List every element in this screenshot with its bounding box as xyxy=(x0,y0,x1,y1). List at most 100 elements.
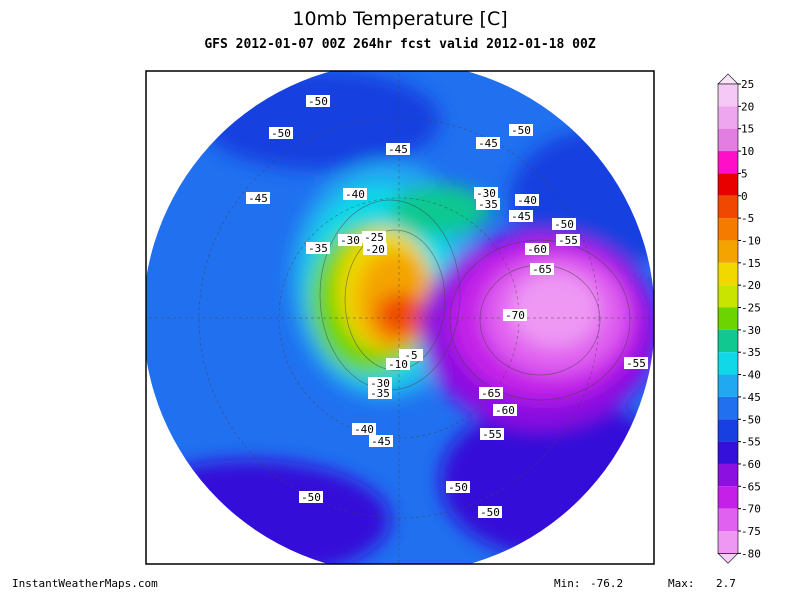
contour-label-box xyxy=(509,124,533,136)
contour-label-box xyxy=(525,243,549,255)
colorbar-band xyxy=(718,173,738,196)
contour-label-box xyxy=(480,428,504,440)
contour-label: -25 xyxy=(364,231,384,244)
contour-label: -50 xyxy=(480,506,500,519)
colorbar-band xyxy=(718,195,738,219)
colorbar-label: -75 xyxy=(741,525,761,538)
contour-label-box xyxy=(476,137,500,149)
contour-label: -45 xyxy=(511,210,531,223)
contour-label: -60 xyxy=(495,404,515,417)
colorbar-band xyxy=(718,218,738,241)
colorbar-band xyxy=(718,84,738,107)
colorbar-label: -50 xyxy=(741,413,761,426)
contour-label: -30 xyxy=(476,187,496,200)
contour-label: -35 xyxy=(478,198,498,211)
contour-label-box xyxy=(515,194,539,206)
footer: InstantWeatherMaps.com xyxy=(12,577,158,590)
colorbar-label: -70 xyxy=(741,503,761,516)
colorbar-label: -60 xyxy=(741,458,761,471)
colorbar-label: 10 xyxy=(741,145,754,158)
contour-label-box xyxy=(362,231,386,243)
subtitle: GFS 2012-01-07 00Z 264hr fcst valid 2012… xyxy=(204,37,596,52)
contour-label-box xyxy=(446,481,470,493)
colorbar-label: 25 xyxy=(741,78,754,91)
contour-label: -70 xyxy=(505,309,525,322)
colorbar-band xyxy=(718,307,738,330)
colorbar-label: -10 xyxy=(741,234,761,247)
colorbar-label: -35 xyxy=(741,346,761,359)
max-value: 2.7 xyxy=(716,577,736,590)
contour-label: -10 xyxy=(388,358,408,371)
contour-label: -55 xyxy=(626,357,646,370)
contour-label: -55 xyxy=(558,234,578,247)
contour-label: -65 xyxy=(481,387,501,400)
colorbar-label: -30 xyxy=(741,324,761,337)
contour-label-box xyxy=(386,143,410,155)
colorbar-label: -25 xyxy=(741,302,761,315)
min-label: Min: xyxy=(554,577,581,590)
contour-label-box xyxy=(368,377,392,389)
contour-label: -50 xyxy=(554,218,574,231)
colorbar-end xyxy=(717,553,739,564)
contour-label-box xyxy=(338,234,362,246)
contour-label-box xyxy=(479,387,503,399)
colorbar-frame xyxy=(717,83,739,554)
colorbar-end xyxy=(717,73,739,85)
contour-label: -50 xyxy=(301,491,321,504)
contour-label: -45 xyxy=(478,137,498,150)
contour-label-box xyxy=(299,491,323,503)
min-value: -76.2 xyxy=(590,577,623,590)
colorbar-label: -5 xyxy=(741,212,754,225)
contour-label: -40 xyxy=(345,188,365,201)
colorbar-band xyxy=(718,419,738,442)
colorbar-band xyxy=(718,262,738,286)
contour-label-box xyxy=(343,188,367,200)
colorbar-label: -55 xyxy=(741,436,761,449)
contour-label: -40 xyxy=(517,194,537,207)
contour-label-box xyxy=(624,357,648,369)
colorbar-band xyxy=(718,352,738,375)
colorbar-band xyxy=(718,486,738,509)
contour-label: -50 xyxy=(511,124,531,137)
map xyxy=(146,71,654,564)
colorbar-label: 0 xyxy=(741,190,748,203)
colorbar-band xyxy=(718,463,738,487)
colorbar-band xyxy=(718,106,738,129)
colorbar-label: 5 xyxy=(741,167,748,180)
colorbar-band xyxy=(718,285,738,308)
contour-label-box xyxy=(352,423,376,435)
colorbar-label: 20 xyxy=(741,100,754,113)
colorbar-label: 15 xyxy=(741,123,754,136)
max-label: Max: xyxy=(668,577,695,590)
colorbar-band xyxy=(718,531,738,554)
contour-label-box xyxy=(503,309,527,321)
contour-label: -50 xyxy=(271,127,291,140)
contour-label-box xyxy=(556,234,580,246)
contour-label-box xyxy=(363,243,387,255)
contour-label-box xyxy=(386,358,410,370)
contour-label: -40 xyxy=(354,423,374,436)
colorbar-band xyxy=(718,374,738,397)
colorbar-band xyxy=(718,441,738,464)
contour-label-box xyxy=(474,187,498,199)
contour-label: -50 xyxy=(308,95,328,108)
contour-label: -45 xyxy=(371,435,391,448)
colorbar-label: -65 xyxy=(741,480,761,493)
colorbar-band xyxy=(718,508,738,531)
contour-label: -55 xyxy=(482,428,502,441)
map-frame xyxy=(145,70,655,565)
contour-label-box xyxy=(368,387,392,399)
colorbar-label: -20 xyxy=(741,279,761,292)
contour-label-box xyxy=(509,210,533,222)
contour-label-box xyxy=(246,192,270,204)
colorbar-label: -45 xyxy=(741,391,761,404)
colorbar-band xyxy=(718,240,738,263)
contour-label: -45 xyxy=(248,192,268,205)
contour-label-box xyxy=(552,218,576,230)
contour-label-box xyxy=(478,506,502,518)
colorbar-band xyxy=(718,151,738,174)
colorbar-band xyxy=(718,396,738,420)
colorbar-label: -40 xyxy=(741,369,761,382)
colorbar-band xyxy=(718,128,738,152)
